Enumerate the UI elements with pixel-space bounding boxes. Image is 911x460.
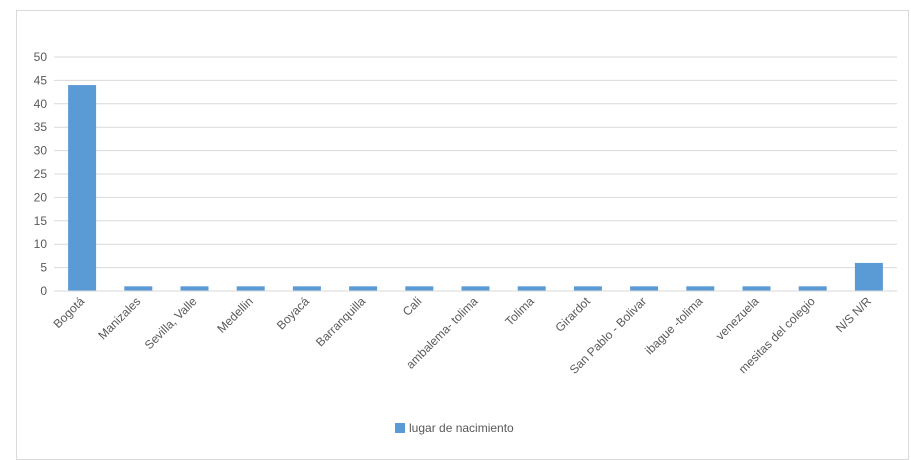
x-tick-label: Manizales	[95, 294, 143, 342]
y-tick-label: 35	[34, 120, 48, 134]
x-tick-label: Cali	[400, 294, 425, 319]
bar	[236, 286, 265, 291]
bar	[573, 286, 602, 291]
x-tick-label: Boyacá	[274, 294, 312, 332]
y-tick-label: 40	[34, 97, 48, 111]
x-tick-label: Bogotá	[50, 294, 87, 331]
bar	[630, 286, 659, 291]
bar	[461, 286, 490, 291]
legend-swatch	[395, 423, 405, 433]
bar	[292, 286, 321, 291]
x-tick-label: Medellin	[214, 294, 256, 336]
bar	[798, 286, 827, 291]
x-tick-label: Tolima	[502, 294, 537, 329]
bar	[517, 286, 546, 291]
bar	[180, 286, 209, 291]
x-tick-label: venezuela	[713, 294, 762, 343]
y-axis-ticks: 0 5 10 15 20 25 30 35 40 45 50	[34, 50, 48, 298]
x-tick-label: N/S N/R	[833, 294, 874, 335]
bar	[686, 286, 715, 291]
chart-frame	[16, 10, 909, 460]
y-tick-label: 5	[40, 261, 47, 275]
bar	[124, 286, 153, 291]
legend: lugar de nacimiento	[395, 421, 514, 435]
bar	[854, 262, 883, 291]
legend-label: lugar de nacimiento	[409, 421, 514, 435]
y-tick-label: 45	[34, 73, 48, 87]
bar	[68, 85, 97, 291]
x-tick-label: Girardot	[552, 294, 593, 335]
y-tick-label: 30	[34, 144, 48, 158]
y-tick-label: 20	[34, 190, 48, 204]
y-tick-label: 50	[34, 50, 48, 64]
y-tick-label: 15	[34, 214, 48, 228]
bar	[349, 286, 378, 291]
x-tick-label: Sevilla, Valle	[142, 294, 200, 352]
x-tick-label: ibague -tolima	[642, 294, 705, 357]
bar	[405, 286, 434, 291]
bar	[742, 286, 771, 291]
bars	[68, 85, 883, 291]
y-tick-label: 10	[34, 237, 48, 251]
x-tick-label: Barranquilla	[313, 294, 368, 349]
y-tick-label: 25	[34, 167, 48, 181]
grid-lines	[54, 56, 897, 269]
y-tick-label: 0	[40, 284, 47, 298]
